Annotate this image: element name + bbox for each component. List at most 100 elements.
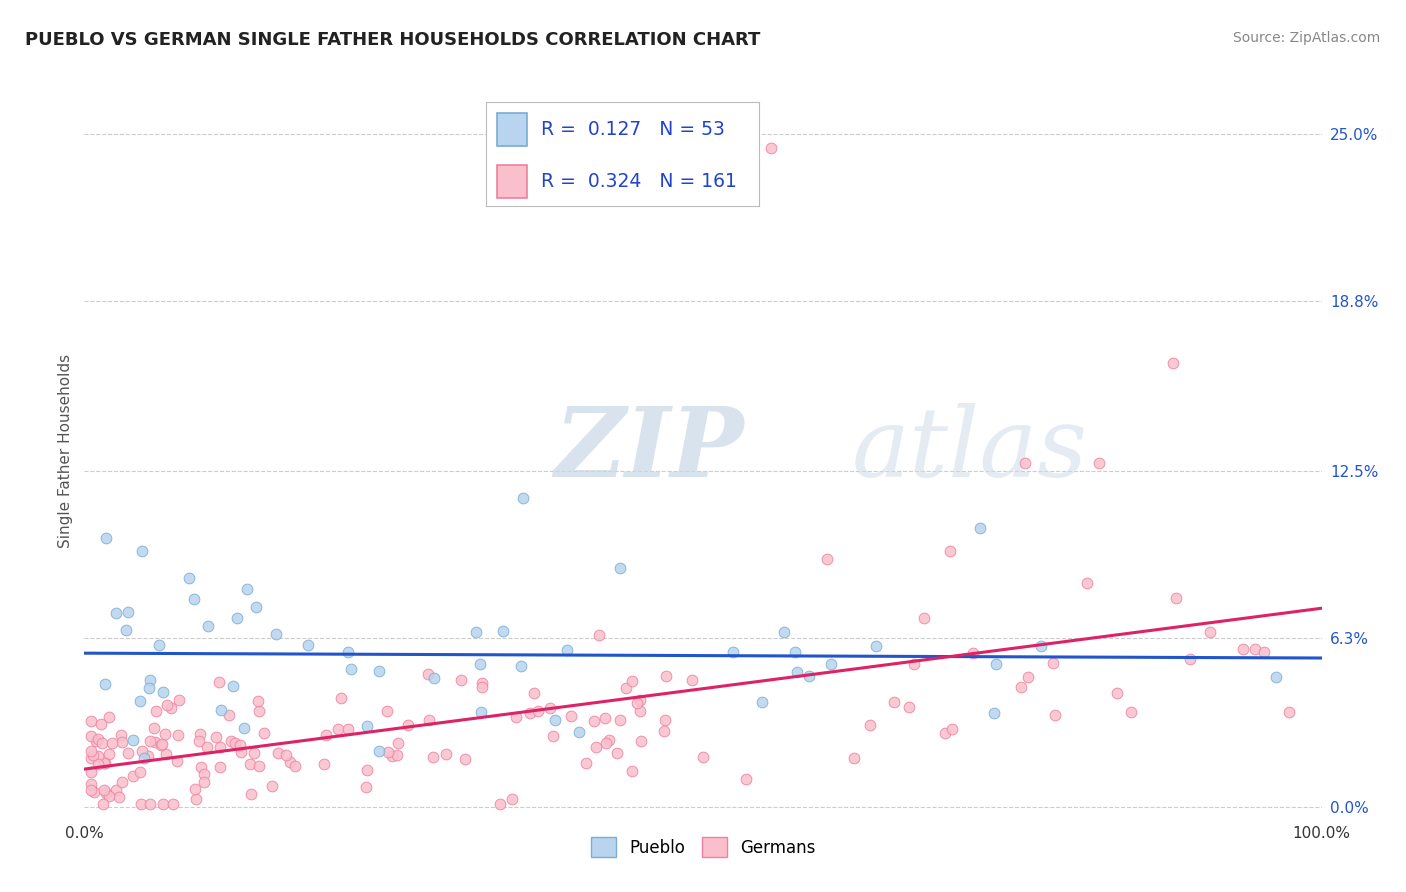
Point xyxy=(177,571,200,585)
Point xyxy=(284,759,307,773)
Point xyxy=(681,673,703,687)
Point xyxy=(418,713,440,727)
Point xyxy=(588,628,610,642)
Point xyxy=(190,759,212,773)
Point xyxy=(842,751,865,765)
Point xyxy=(91,736,114,750)
Point xyxy=(208,740,231,755)
Point xyxy=(218,707,240,722)
Point xyxy=(235,582,257,596)
Point xyxy=(231,745,253,759)
Text: ZIP: ZIP xyxy=(554,403,744,498)
Point xyxy=(538,701,561,715)
Text: Source: ZipAtlas.com: Source: ZipAtlas.com xyxy=(1233,31,1381,45)
Point xyxy=(187,734,209,748)
Point xyxy=(903,657,925,671)
Point xyxy=(471,680,494,694)
Point xyxy=(315,728,337,742)
Point xyxy=(797,669,820,683)
Y-axis label: Single Father Households: Single Father Households xyxy=(58,353,73,548)
Point xyxy=(354,780,377,794)
Point xyxy=(1088,456,1111,470)
Point xyxy=(464,624,486,639)
Point xyxy=(156,698,179,713)
Point xyxy=(375,704,398,718)
Point xyxy=(94,786,117,800)
Point xyxy=(160,701,183,715)
Point xyxy=(142,721,165,735)
Point xyxy=(560,709,582,723)
Point xyxy=(1161,356,1184,370)
Point xyxy=(195,740,218,755)
Point xyxy=(229,738,252,752)
Point xyxy=(1029,639,1052,653)
Text: atlas: atlas xyxy=(852,403,1088,498)
Point xyxy=(1014,456,1036,470)
Point xyxy=(692,750,714,764)
Point xyxy=(208,759,231,773)
Point xyxy=(1017,670,1039,684)
Point xyxy=(541,729,564,743)
Point xyxy=(253,726,276,740)
Point xyxy=(368,665,391,679)
Point xyxy=(434,747,457,761)
Point xyxy=(368,744,391,758)
Point xyxy=(114,623,136,637)
Point xyxy=(166,755,188,769)
Point xyxy=(595,736,617,750)
Point xyxy=(655,668,678,682)
Point xyxy=(1277,705,1299,719)
Point xyxy=(243,747,266,761)
Point xyxy=(87,749,110,764)
Point xyxy=(150,737,173,751)
Point xyxy=(297,638,319,652)
Text: PUEBLO VS GERMAN SINGLE FATHER HOUSEHOLDS CORRELATION CHART: PUEBLO VS GERMAN SINGLE FATHER HOUSEHOLD… xyxy=(25,31,761,49)
Point xyxy=(152,797,174,812)
Point xyxy=(149,739,172,753)
Point xyxy=(276,748,298,763)
Point xyxy=(108,789,131,804)
Point xyxy=(336,644,359,658)
Point xyxy=(471,676,494,690)
Point xyxy=(128,764,150,779)
Point xyxy=(328,722,350,736)
Point xyxy=(773,624,796,639)
Point xyxy=(468,657,491,671)
Point xyxy=(104,783,127,797)
Point xyxy=(628,693,651,707)
Point xyxy=(1164,591,1187,606)
Point xyxy=(193,766,215,780)
Point xyxy=(1253,645,1275,659)
Point xyxy=(87,731,110,746)
Point xyxy=(247,758,270,772)
Point xyxy=(1076,576,1098,591)
Point xyxy=(941,722,963,736)
Point xyxy=(1243,642,1265,657)
Point xyxy=(510,659,533,673)
Point xyxy=(97,789,120,803)
Point xyxy=(129,693,152,707)
Point xyxy=(544,713,567,727)
Point xyxy=(143,735,166,749)
Point xyxy=(91,797,114,812)
Point xyxy=(224,736,246,750)
Point xyxy=(330,691,353,706)
Point xyxy=(208,674,231,689)
Point xyxy=(260,779,283,793)
Point xyxy=(883,695,905,709)
Point xyxy=(962,646,984,660)
Point xyxy=(735,772,758,786)
Point xyxy=(93,782,115,797)
Point xyxy=(820,657,842,671)
Point xyxy=(105,607,128,621)
Point xyxy=(555,642,578,657)
Point xyxy=(628,704,651,718)
Point xyxy=(264,627,287,641)
Point xyxy=(585,740,607,755)
Point xyxy=(122,732,145,747)
Point xyxy=(606,746,628,760)
Point xyxy=(512,491,534,505)
Point xyxy=(912,611,935,625)
Point xyxy=(1121,705,1143,719)
Point xyxy=(222,679,245,693)
